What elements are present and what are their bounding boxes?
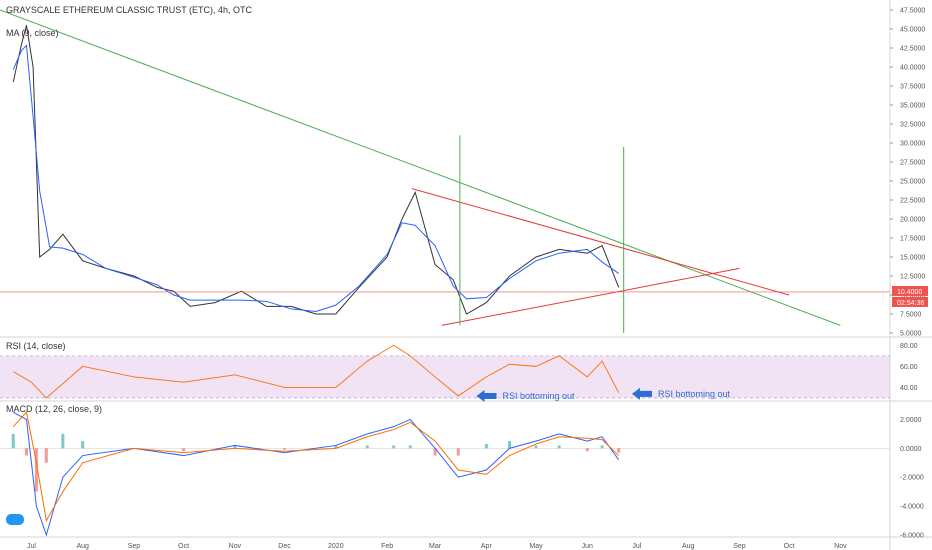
- x-tick-label: Apr: [481, 543, 493, 550]
- x-tick-label: Jul: [27, 543, 36, 550]
- rsi-line: [13, 344, 620, 399]
- macd-histogram-bar: [182, 448, 186, 452]
- macd-y-tick-label: 2.0000: [900, 417, 922, 424]
- macd-histogram-bar: [456, 448, 460, 456]
- price-y-tick-label: 20.0000: [900, 217, 925, 224]
- macd-histogram-bar: [11, 433, 15, 449]
- macd-signal-line: [12, 411, 620, 523]
- macd-histogram-bar: [334, 445, 338, 449]
- x-tick-label: Jun: [582, 543, 593, 550]
- x-tick-label: Nov: [834, 543, 847, 550]
- rsi-band-fill: [0, 355, 890, 398]
- x-tick-label: 2020: [328, 543, 344, 550]
- rsi-band: [0, 355, 890, 399]
- price-y-tick-label: 17.5000: [900, 236, 925, 243]
- x-tick-label: Mar: [429, 543, 442, 550]
- x-tick-label: Sep: [733, 543, 746, 550]
- tradingview-logo-icon: [6, 514, 24, 525]
- x-tick-label: May: [529, 543, 543, 550]
- macd-line: [12, 411, 620, 537]
- macd-histogram-bar: [365, 445, 369, 449]
- rsi-y-tick-label: 80.00: [900, 343, 918, 350]
- price-y-tick-label: 37.5000: [900, 84, 925, 91]
- ma-line: [12, 44, 619, 312]
- rsi-annotation-label: RSI bottoming out: [503, 391, 576, 401]
- x-tick-label: Feb: [381, 543, 393, 550]
- price-y-tick-label: 7.5000: [900, 312, 922, 319]
- macd-histogram-bar: [61, 433, 65, 449]
- price-y-tick-label: 30.0000: [900, 141, 925, 148]
- price-y-tick-label: 15.0000: [900, 255, 925, 262]
- macd-histogram-bar: [484, 444, 488, 449]
- x-tick-label: Dec: [278, 543, 291, 550]
- current-price-label: 10.4000: [897, 289, 922, 296]
- rsi-annotation-label: RSI bottoming out: [658, 389, 731, 399]
- rsi-annotation-arrow: [632, 387, 653, 400]
- price-y-tick-label: 10.0000: [900, 293, 925, 300]
- price-y-tick-label: 12.5000: [900, 274, 925, 281]
- macd-y-tick-label: -4.0000: [900, 504, 924, 511]
- price-y-tick-label: 40.0000: [900, 65, 925, 72]
- x-tick-label: Oct: [784, 543, 795, 550]
- price-y-tick-label: 47.5000: [900, 8, 925, 15]
- price-y-tick-label: 35.0000: [900, 103, 925, 110]
- chart-title: GRAYSCALE ETHEREUM CLASSIC TRUST (ETC), …: [6, 5, 253, 15]
- macd-histogram-bar: [81, 441, 85, 449]
- price-y-tick-label: 22.5000: [900, 198, 925, 205]
- price-y-tick-label: 32.5000: [900, 122, 925, 129]
- price-y-tick-label: 27.5000: [900, 160, 925, 167]
- x-tick-label: Aug: [682, 543, 695, 550]
- x-tick-label: Jul: [632, 543, 641, 550]
- macd-histogram-bar: [557, 445, 561, 449]
- macd-histogram-bar: [585, 448, 589, 452]
- tradingview-logo: [6, 514, 24, 525]
- macd-histogram-bar: [534, 445, 538, 449]
- x-tick-label: Aug: [76, 543, 89, 550]
- ma-indicator-label: MA (9, close): [6, 28, 59, 38]
- x-tick-label: Sep: [128, 543, 141, 550]
- macd-histogram-bar: [508, 441, 512, 449]
- price-y-tick-label: 45.0000: [900, 27, 925, 34]
- price-y-tick-label: 42.5000: [900, 46, 925, 53]
- current-price-badge: [892, 285, 928, 296]
- macd-histogram-bar: [392, 445, 396, 449]
- macd-histogram-bar: [233, 445, 237, 449]
- x-tick-label: Nov: [229, 543, 242, 550]
- rsi-panel-title: RSI (14, close): [6, 341, 66, 351]
- macd-y-tick-label: -2.0000: [900, 475, 924, 482]
- macd-histogram-bar: [408, 445, 412, 449]
- countdown-badge: [892, 296, 928, 307]
- macd-histogram-bar: [34, 448, 38, 492]
- red-lower-trendline: [441, 267, 740, 326]
- macd-histogram-bar: [600, 445, 604, 449]
- axes: Jul Aug Sep Oct Nov Dec 2020 Feb Mar Apr May Jun Jul…: [27, 8, 928, 550]
- macd-y-tick-label: 0.0000: [900, 446, 922, 453]
- rsi-annotation-arrow: [476, 390, 497, 402]
- trendlines: RSI bottoming out RSI bottoming out: [0, 9, 890, 402]
- rsi-y-tick-label: 40.00: [900, 385, 918, 392]
- red-upper-trendline: [411, 188, 790, 296]
- countdown-label: 02:54:36: [897, 300, 924, 307]
- macd-y-tick-label: -6.0000: [900, 533, 924, 540]
- x-tick-label: Oct: [178, 543, 189, 550]
- macd-histogram-bar: [433, 448, 437, 456]
- series-layer: [11, 25, 621, 537]
- green-descending-trendline: [0, 9, 841, 326]
- macd-histogram-bar: [283, 448, 287, 450]
- rsi-y-tick-label: 60.00: [900, 364, 918, 371]
- macd-panel-title: MACD (12, 26, close, 9): [6, 404, 102, 414]
- price-y-tick-label: 5.0000: [900, 331, 922, 338]
- macd-histogram-bar: [24, 448, 28, 456]
- macd-histogram-bar: [44, 448, 48, 463]
- macd-histogram-bar: [617, 448, 621, 453]
- price-y-tick-label: 25.0000: [900, 179, 925, 186]
